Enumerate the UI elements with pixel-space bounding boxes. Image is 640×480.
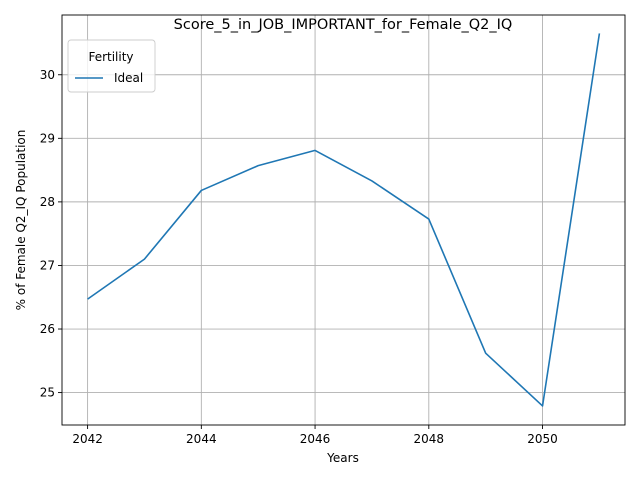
y-tick-label: 29 <box>40 131 55 145</box>
grid-lines <box>62 15 625 425</box>
x-tick-label: 2046 <box>300 432 331 446</box>
y-tick-label: 28 <box>40 195 55 209</box>
plot-frame <box>61 14 626 426</box>
x-tick-label: 2044 <box>186 432 217 446</box>
y-tick-label: 25 <box>40 386 55 400</box>
series-layer <box>87 33 601 407</box>
y-axis-label: % of Female Q2_IQ Population <box>14 130 28 311</box>
series-line-ideal <box>87 33 601 407</box>
x-tick-label: 2050 <box>527 432 558 446</box>
x-tick-label: 2042 <box>72 432 103 446</box>
axis-ticks: 2042 2044 2046 2048 2050 25 26 27 28 29 30 <box>40 68 558 446</box>
y-tick-label: 26 <box>40 322 55 336</box>
y-tick-label: 30 <box>40 68 55 82</box>
legend: Fertility Ideal <box>67 39 156 93</box>
chart-title: Score_5_in_JOB_IMPORTANT_for_Female_Q2_I… <box>174 17 513 33</box>
legend-title: Fertility <box>88 50 133 64</box>
legend-box <box>67 39 156 93</box>
x-axis-label: Years <box>326 451 359 465</box>
y-tick-label: 27 <box>40 258 55 272</box>
x-tick-label: 2048 <box>414 432 445 446</box>
legend-label-ideal: Ideal <box>114 71 143 85</box>
